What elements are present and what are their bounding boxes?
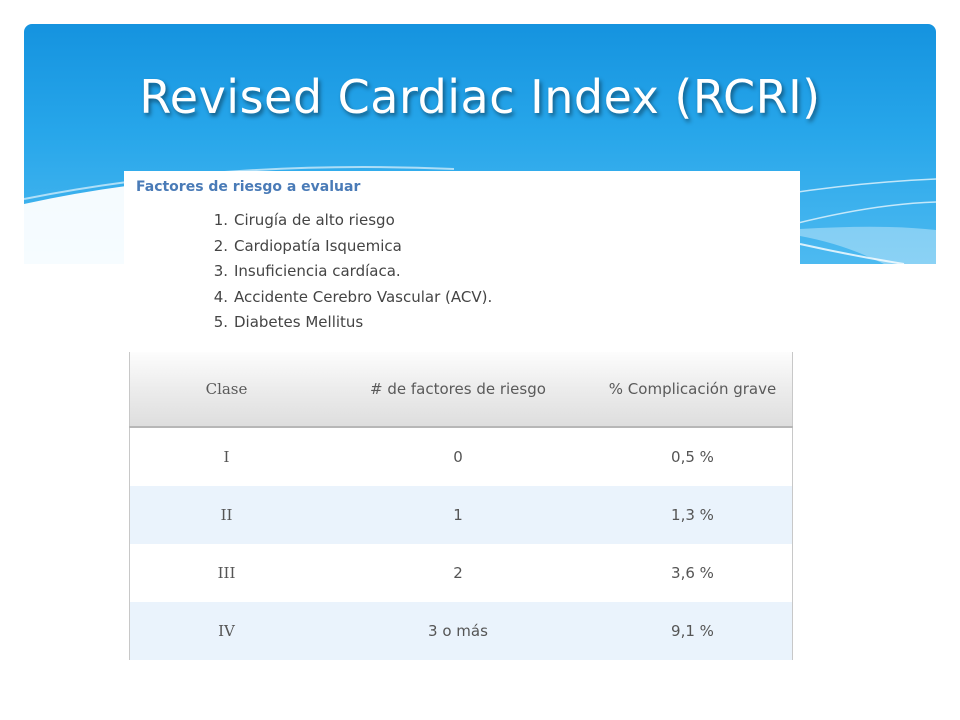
- list-item-number: 5.: [213, 313, 228, 331]
- list-item-number: 3.: [213, 262, 228, 280]
- cell-complicacion: 1,3 %: [593, 486, 793, 544]
- list-item-text: Diabetes Mellitus: [234, 313, 364, 331]
- list-item: 2. Cardiopatía Isquemica: [202, 237, 492, 263]
- cell-factores: 0: [453, 448, 463, 466]
- header-factores: # de factores de riesgo: [323, 352, 593, 428]
- list-item-number: 4.: [213, 287, 228, 306]
- cell-complicacion: 3,6 %: [671, 564, 714, 582]
- list-item: 5. Diabetes Mellitus: [202, 313, 492, 339]
- list-item: 1. Cirugía de alto riesgo: [202, 211, 492, 237]
- list-item: 4. Accidente Cerebro Vascular (ACV).: [202, 287, 493, 314]
- table-header-row: Clase # de factores de riesgo % Complica…: [129, 352, 793, 428]
- cell-factores: 2: [453, 564, 463, 582]
- cell-clase: II: [129, 486, 323, 544]
- table-row: IV 3 o más 9,1 %: [129, 602, 793, 660]
- table-row: I 0 0,5 %: [130, 427, 793, 486]
- cell-clase: IV: [129, 602, 323, 660]
- list-item-text: Accidente Cerebro Vascular (ACV).: [234, 287, 493, 306]
- content-panel: Factores de riesgo a evaluar 1. Cirugía d…: [124, 171, 800, 660]
- list-item-text: Cardiopatía Isquemica: [234, 236, 402, 255]
- list-item-number: 2.: [213, 236, 228, 255]
- cell-factores: 1: [323, 486, 593, 544]
- cell-complicacion: 0,5 %: [671, 448, 714, 466]
- cell-factores: 3 o más: [323, 602, 593, 660]
- risk-table: Clase # de factores de riesgo % Complica…: [129, 352, 793, 660]
- list-item-number: 1.: [213, 211, 228, 229]
- list-item-text: Insuficiencia cardíaca.: [234, 262, 401, 280]
- cell-clase: III: [217, 564, 236, 582]
- cell-complicacion: 9,1 %: [593, 602, 793, 660]
- factor-list: 1. Cirugía de alto riesgo 2. Cardiopatía I…: [202, 211, 493, 339]
- list-item: 3. Insuficiencia cardíaca.: [202, 262, 492, 288]
- table-row: II 1 1,3 %: [129, 486, 793, 544]
- list-item-text: Cirugía de alto riesgo: [234, 211, 395, 229]
- slide-title: Revised Cardiac Index (RCRI): [139, 70, 821, 124]
- table-row: III 2 3,6 %: [130, 544, 793, 602]
- header-clase: Clase: [129, 352, 323, 428]
- header-complicacion: % Complicación grave: [593, 352, 793, 428]
- cell-clase: I: [223, 448, 230, 466]
- factors-heading: Factores de riesgo a evaluar: [136, 179, 361, 195]
